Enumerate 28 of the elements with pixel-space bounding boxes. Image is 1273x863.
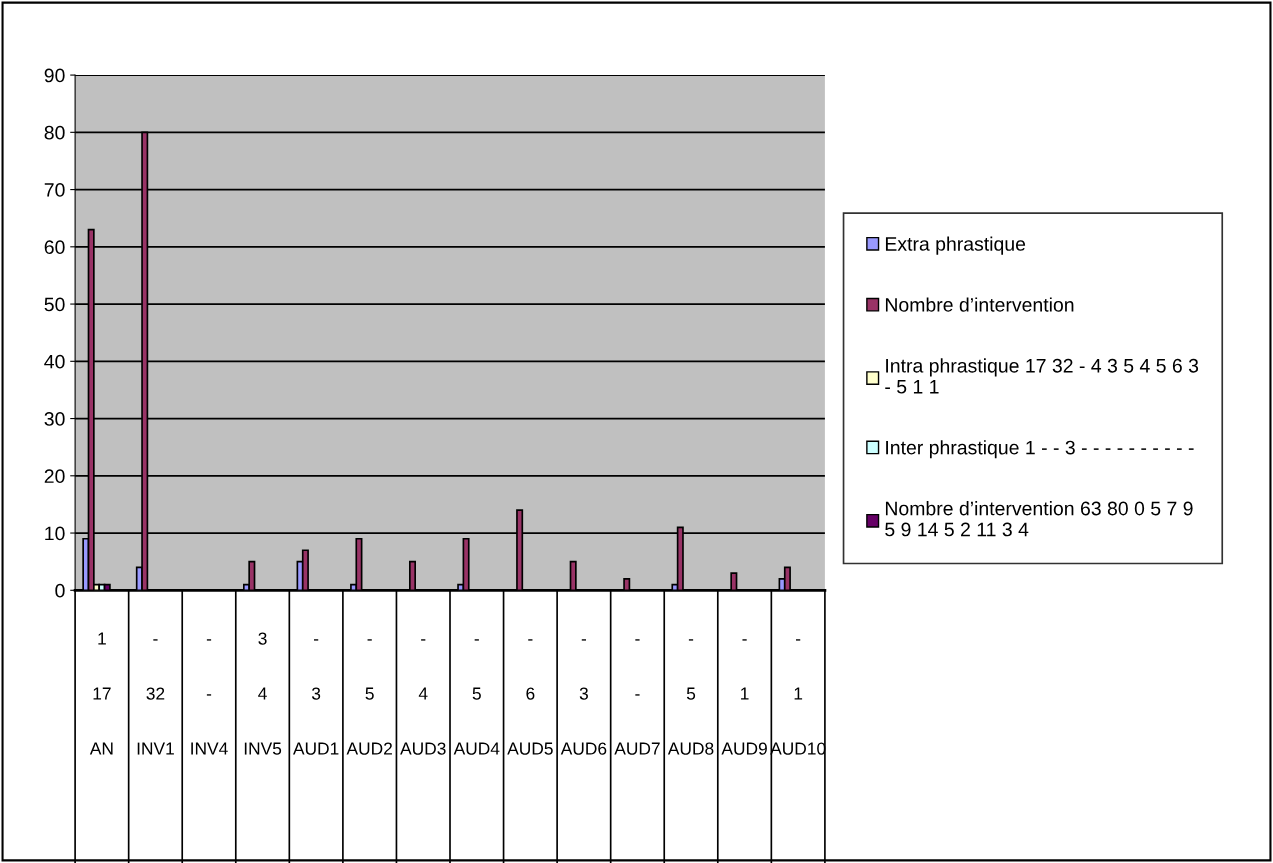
- category-label: - 5 AUD8: [667, 639, 714, 755]
- category-label: - - INV4: [191, 639, 228, 755]
- category-label: - - AUD7: [614, 639, 660, 755]
- category-label: - 1 AUD9: [721, 639, 767, 755]
- category-label: - 3 AUD6: [560, 639, 607, 755]
- category-label: - 3 AUD1: [292, 639, 339, 755]
- y-tick-label: 10: [45, 526, 65, 541]
- y-tick-label: 80: [44, 125, 65, 140]
- y-tick-label: 90: [44, 68, 65, 83]
- category-label: - 4 AUD3: [400, 639, 446, 755]
- legend-label: Inter phrastique 1 - - 3 - - - - - - - - - -: [886, 440, 1194, 459]
- category-label: 1 17 AN: [89, 632, 113, 755]
- category-label: - 32 INV1: [137, 639, 174, 755]
- legend-label: Nombre d’intervention: [885, 297, 1074, 312]
- y-tick-label: 40: [44, 354, 65, 369]
- y-tick-label: 0: [55, 583, 65, 598]
- legend-label: Nombre d’intervention 63 80 0 5 7 9 5 9 14 5 2 11 3 4: [885, 501, 1193, 537]
- category-label: - 5 AUD4: [453, 639, 500, 755]
- y-tick-label: 20: [44, 469, 65, 484]
- y-tick-label: 60: [44, 240, 65, 255]
- category-label: 3 4 INV5: [244, 632, 282, 755]
- legend-label: Intra phrastique 17 32 - 4 3 5 4 5 6 3 - 5 1 1: [885, 358, 1199, 394]
- category-label: - 5 AUD2: [346, 639, 392, 755]
- y-tick-label: 50: [44, 297, 65, 312]
- legend-label: Extra phrastique: [885, 236, 1026, 255]
- y-tick-label: 30: [44, 412, 65, 426]
- category-label: - 6 AUD5: [507, 639, 553, 755]
- y-tick-label: 70: [44, 183, 65, 197]
